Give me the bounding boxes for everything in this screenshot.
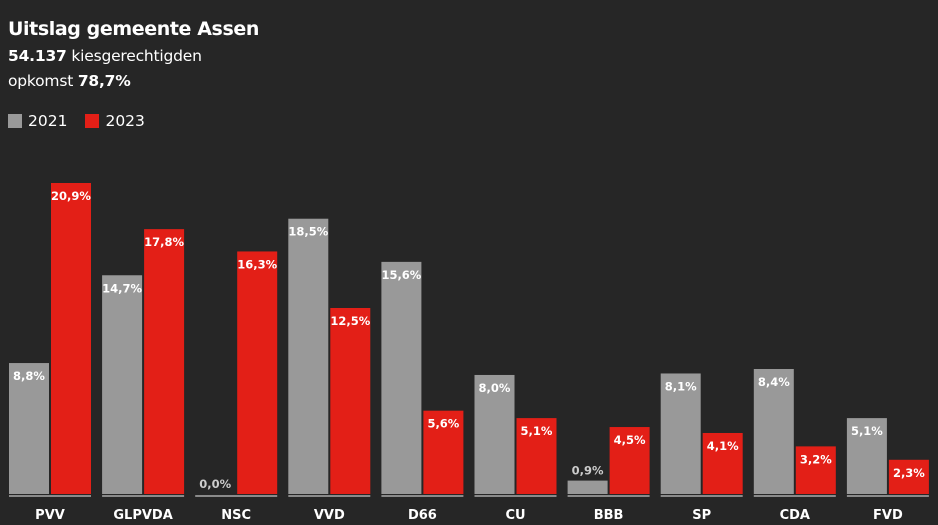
value-label-2021-bbb: 0,9% bbox=[572, 464, 604, 478]
legend-label-2023: 2023 bbox=[105, 112, 145, 130]
bar-2021-pvv bbox=[9, 363, 49, 494]
baseline-cu bbox=[474, 495, 557, 497]
value-label-2023-d66: 5,6% bbox=[427, 417, 459, 431]
category-label-fvd: FVD bbox=[873, 508, 903, 523]
value-label-2021-nsc: 0,0% bbox=[199, 477, 231, 491]
bar-2021-vvd bbox=[288, 218, 329, 494]
category-label-pvv: PVV bbox=[35, 508, 65, 523]
legend: 2021 2023 bbox=[8, 112, 163, 130]
legend-swatch-2023 bbox=[85, 114, 100, 128]
baseline-d66 bbox=[381, 495, 464, 497]
bar-2021-bbb bbox=[567, 480, 608, 494]
legend-label-2021: 2021 bbox=[28, 112, 68, 130]
value-label-2023-pvv: 20,9% bbox=[51, 189, 91, 203]
category-label-cu: CU bbox=[505, 508, 525, 523]
value-label-2021-fvd: 5,1% bbox=[851, 424, 883, 438]
value-label-2023-sp: 4,1% bbox=[707, 439, 739, 453]
value-label-2023-nsc: 16,3% bbox=[237, 257, 277, 271]
baseline-glpvda bbox=[102, 495, 185, 497]
bar-2021-glpvda bbox=[102, 275, 143, 494]
bar-2021-cda bbox=[753, 369, 794, 494]
bar-2023-cda bbox=[795, 446, 836, 494]
legend-item-2021: 2021 bbox=[8, 112, 67, 130]
bar-2023-cu bbox=[516, 418, 557, 494]
baseline-bbb bbox=[567, 495, 650, 497]
category-label-vvd: VVD bbox=[314, 508, 345, 523]
bar-2023-sp bbox=[702, 432, 743, 494]
value-label-2021-cda: 8,4% bbox=[758, 375, 790, 389]
category-label-nsc: NSC bbox=[221, 508, 251, 523]
value-label-2021-vvd: 18,5% bbox=[288, 225, 328, 239]
bar-2023-pvv bbox=[51, 183, 91, 494]
bar-2021-cu bbox=[474, 374, 515, 494]
value-label-2023-cda: 3,2% bbox=[800, 452, 832, 466]
category-label-cda: CDA bbox=[780, 508, 810, 523]
bar-2023-nsc bbox=[237, 251, 278, 494]
bar-2021-sp bbox=[660, 373, 701, 494]
value-label-2021-cu: 8,0% bbox=[479, 381, 511, 395]
value-label-2023-fvd: 2,3% bbox=[893, 466, 925, 480]
baseline-fvd bbox=[846, 495, 929, 497]
baseline-vvd bbox=[288, 495, 371, 497]
bar-2023-vvd bbox=[330, 307, 371, 494]
turnout-value: 78,7% bbox=[77, 72, 131, 90]
bar-2021-d66 bbox=[381, 261, 422, 494]
value-label-2023-vvd: 12,5% bbox=[330, 314, 370, 328]
turnout-line: opkomst 78,7% bbox=[8, 72, 131, 90]
category-label-glpvda: GLPVDA bbox=[113, 508, 172, 523]
baseline-sp bbox=[660, 495, 743, 497]
value-label-2021-sp: 8,1% bbox=[665, 379, 697, 393]
category-label-bbb: BBB bbox=[594, 508, 624, 523]
voters-line: 54.137 kiesgerechtigden bbox=[8, 47, 202, 65]
voters-count: 54.137 bbox=[8, 47, 67, 65]
value-label-2021-glpvda: 14,7% bbox=[102, 281, 142, 295]
value-label-2021-pvv: 8,8% bbox=[13, 369, 45, 383]
turnout-label: opkomst bbox=[8, 72, 78, 90]
bar-2023-fvd bbox=[888, 459, 929, 494]
legend-swatch-2021 bbox=[8, 114, 22, 128]
bar-2023-d66 bbox=[423, 410, 464, 494]
value-label-2023-cu: 5,1% bbox=[521, 424, 553, 438]
category-label-d66: D66 bbox=[408, 508, 437, 523]
value-label-2023-bbb: 4,5% bbox=[614, 433, 646, 447]
category-label-sp: SP bbox=[692, 508, 711, 523]
bar-2021-fvd bbox=[846, 418, 887, 494]
chart-title: Uitslag gemeente Assen bbox=[8, 18, 259, 40]
baseline-pvv bbox=[9, 495, 91, 497]
value-label-2021-d66: 15,6% bbox=[381, 268, 421, 282]
value-label-2023-glpvda: 17,8% bbox=[144, 235, 184, 249]
voters-label: kiesgerechtigden bbox=[66, 47, 202, 65]
bar-2023-bbb bbox=[609, 427, 650, 494]
legend-item-2023: 2023 bbox=[85, 112, 145, 130]
baseline-nsc bbox=[195, 495, 278, 497]
baseline-cda bbox=[753, 495, 836, 497]
bar-2023-glpvda bbox=[144, 229, 185, 494]
